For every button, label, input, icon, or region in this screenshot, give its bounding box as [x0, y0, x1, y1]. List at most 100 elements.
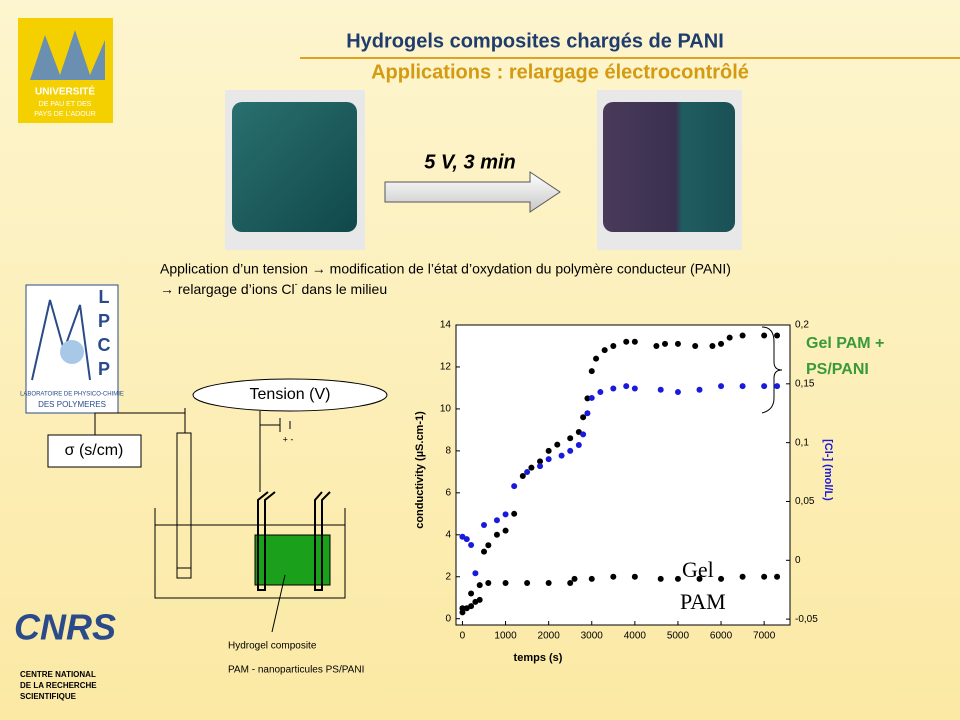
plot-area	[455, 324, 791, 626]
point	[524, 580, 531, 587]
point	[739, 332, 746, 339]
point	[545, 447, 552, 454]
point	[476, 596, 483, 603]
point	[696, 386, 703, 393]
univ-logo: UNIVERSITÉ DE PAU ET DES PAYS DE L’ADOUR	[18, 18, 113, 123]
point	[567, 447, 574, 454]
y-axis-label: conductivity (µS.cm-1)	[414, 411, 426, 529]
point	[593, 355, 600, 362]
point	[718, 340, 725, 347]
point	[588, 394, 595, 401]
gel-after	[603, 102, 735, 232]
x-tick-label: 1000	[494, 631, 517, 642]
lpcp-letter: L	[99, 287, 110, 307]
x-tick-label: 5000	[667, 631, 690, 642]
cnrs-subtext: DE LA RECHERCHE	[20, 681, 97, 690]
y2-tick-label: 0	[795, 555, 801, 566]
polarity: + -	[283, 434, 294, 444]
cnrs-subtext: SCIENTIFIQUE	[20, 692, 77, 701]
point	[524, 469, 531, 476]
point	[653, 342, 660, 349]
y2-tick-label: 0,05	[795, 496, 815, 507]
point	[580, 431, 587, 438]
point	[718, 383, 725, 390]
x-tick-label: 3000	[581, 631, 604, 642]
gel-before	[232, 102, 357, 232]
y-tick-label: 4	[445, 529, 451, 540]
point	[567, 580, 574, 587]
point	[674, 340, 681, 347]
point	[493, 531, 500, 538]
point	[459, 605, 466, 612]
y-tick-label: 12	[440, 362, 452, 373]
point	[571, 575, 578, 582]
point	[692, 342, 699, 349]
x-tick-label: 7000	[753, 631, 776, 642]
point	[481, 548, 488, 555]
y-tick-label: 0	[445, 613, 451, 624]
y-tick-label: 10	[440, 404, 452, 415]
paragraph: Application d’un tension → modification …	[160, 261, 731, 277]
point	[502, 527, 509, 534]
point	[761, 332, 768, 339]
point	[554, 441, 561, 448]
point	[545, 456, 552, 463]
point	[468, 603, 475, 610]
y2-axis-label: [Cl-] (mol/L)	[822, 439, 834, 501]
lpcp-letter: C	[98, 335, 111, 355]
cnrs-logo: CNRS CENTRE NATIONAL DE LA RECHERCHE SCI…	[14, 607, 116, 702]
point	[468, 542, 475, 548]
paragraph-part: dans le milieu	[298, 281, 388, 297]
lpcp-letter: P	[98, 359, 110, 379]
paragraph-part: → relargage d’ions Cl	[160, 281, 295, 297]
title: Hydrogels composites chargés de PANI	[346, 30, 724, 52]
point	[463, 536, 470, 543]
point	[631, 338, 638, 345]
hydrogel-label: Hydrogel composite	[228, 641, 317, 652]
point	[511, 483, 518, 490]
point	[774, 332, 781, 339]
point	[502, 511, 509, 518]
point	[601, 347, 608, 354]
point	[774, 573, 781, 580]
point	[726, 334, 733, 341]
point	[610, 342, 617, 349]
subtitle: Applications : relargage électrocontrôlé	[371, 61, 749, 83]
point	[567, 435, 574, 442]
lpcp-letter: P	[98, 311, 110, 331]
univ-text: UNIVERSITÉ	[35, 85, 95, 98]
point	[657, 386, 664, 393]
cnrs-subtext: CENTRE NATIONAL	[20, 670, 96, 679]
point	[459, 609, 466, 616]
point	[584, 410, 591, 417]
y2-tick-label: -0,05	[795, 614, 818, 625]
point	[485, 542, 492, 549]
point	[528, 464, 535, 471]
point	[761, 383, 768, 390]
y-tick-label: 14	[440, 320, 452, 331]
point	[472, 570, 479, 577]
point	[623, 383, 630, 390]
point	[739, 383, 746, 390]
point	[674, 575, 681, 582]
superscript: -	[295, 279, 298, 289]
point	[774, 383, 781, 390]
annotation: PAM	[680, 589, 726, 614]
point	[588, 575, 595, 582]
point	[537, 458, 544, 465]
paragraph: → relargage d’ions Cl- dans le milieu	[160, 279, 387, 296]
point	[537, 463, 544, 470]
cnrs-text: CNRS	[14, 607, 116, 648]
point	[739, 573, 746, 580]
y2-tick-label: 0,1	[795, 437, 809, 448]
point	[718, 575, 725, 582]
point	[476, 582, 483, 589]
point	[610, 385, 617, 392]
y-tick-label: 8	[445, 446, 451, 457]
point	[580, 414, 587, 421]
point	[502, 580, 509, 587]
point	[657, 575, 664, 582]
point	[519, 473, 526, 480]
point	[597, 389, 604, 396]
